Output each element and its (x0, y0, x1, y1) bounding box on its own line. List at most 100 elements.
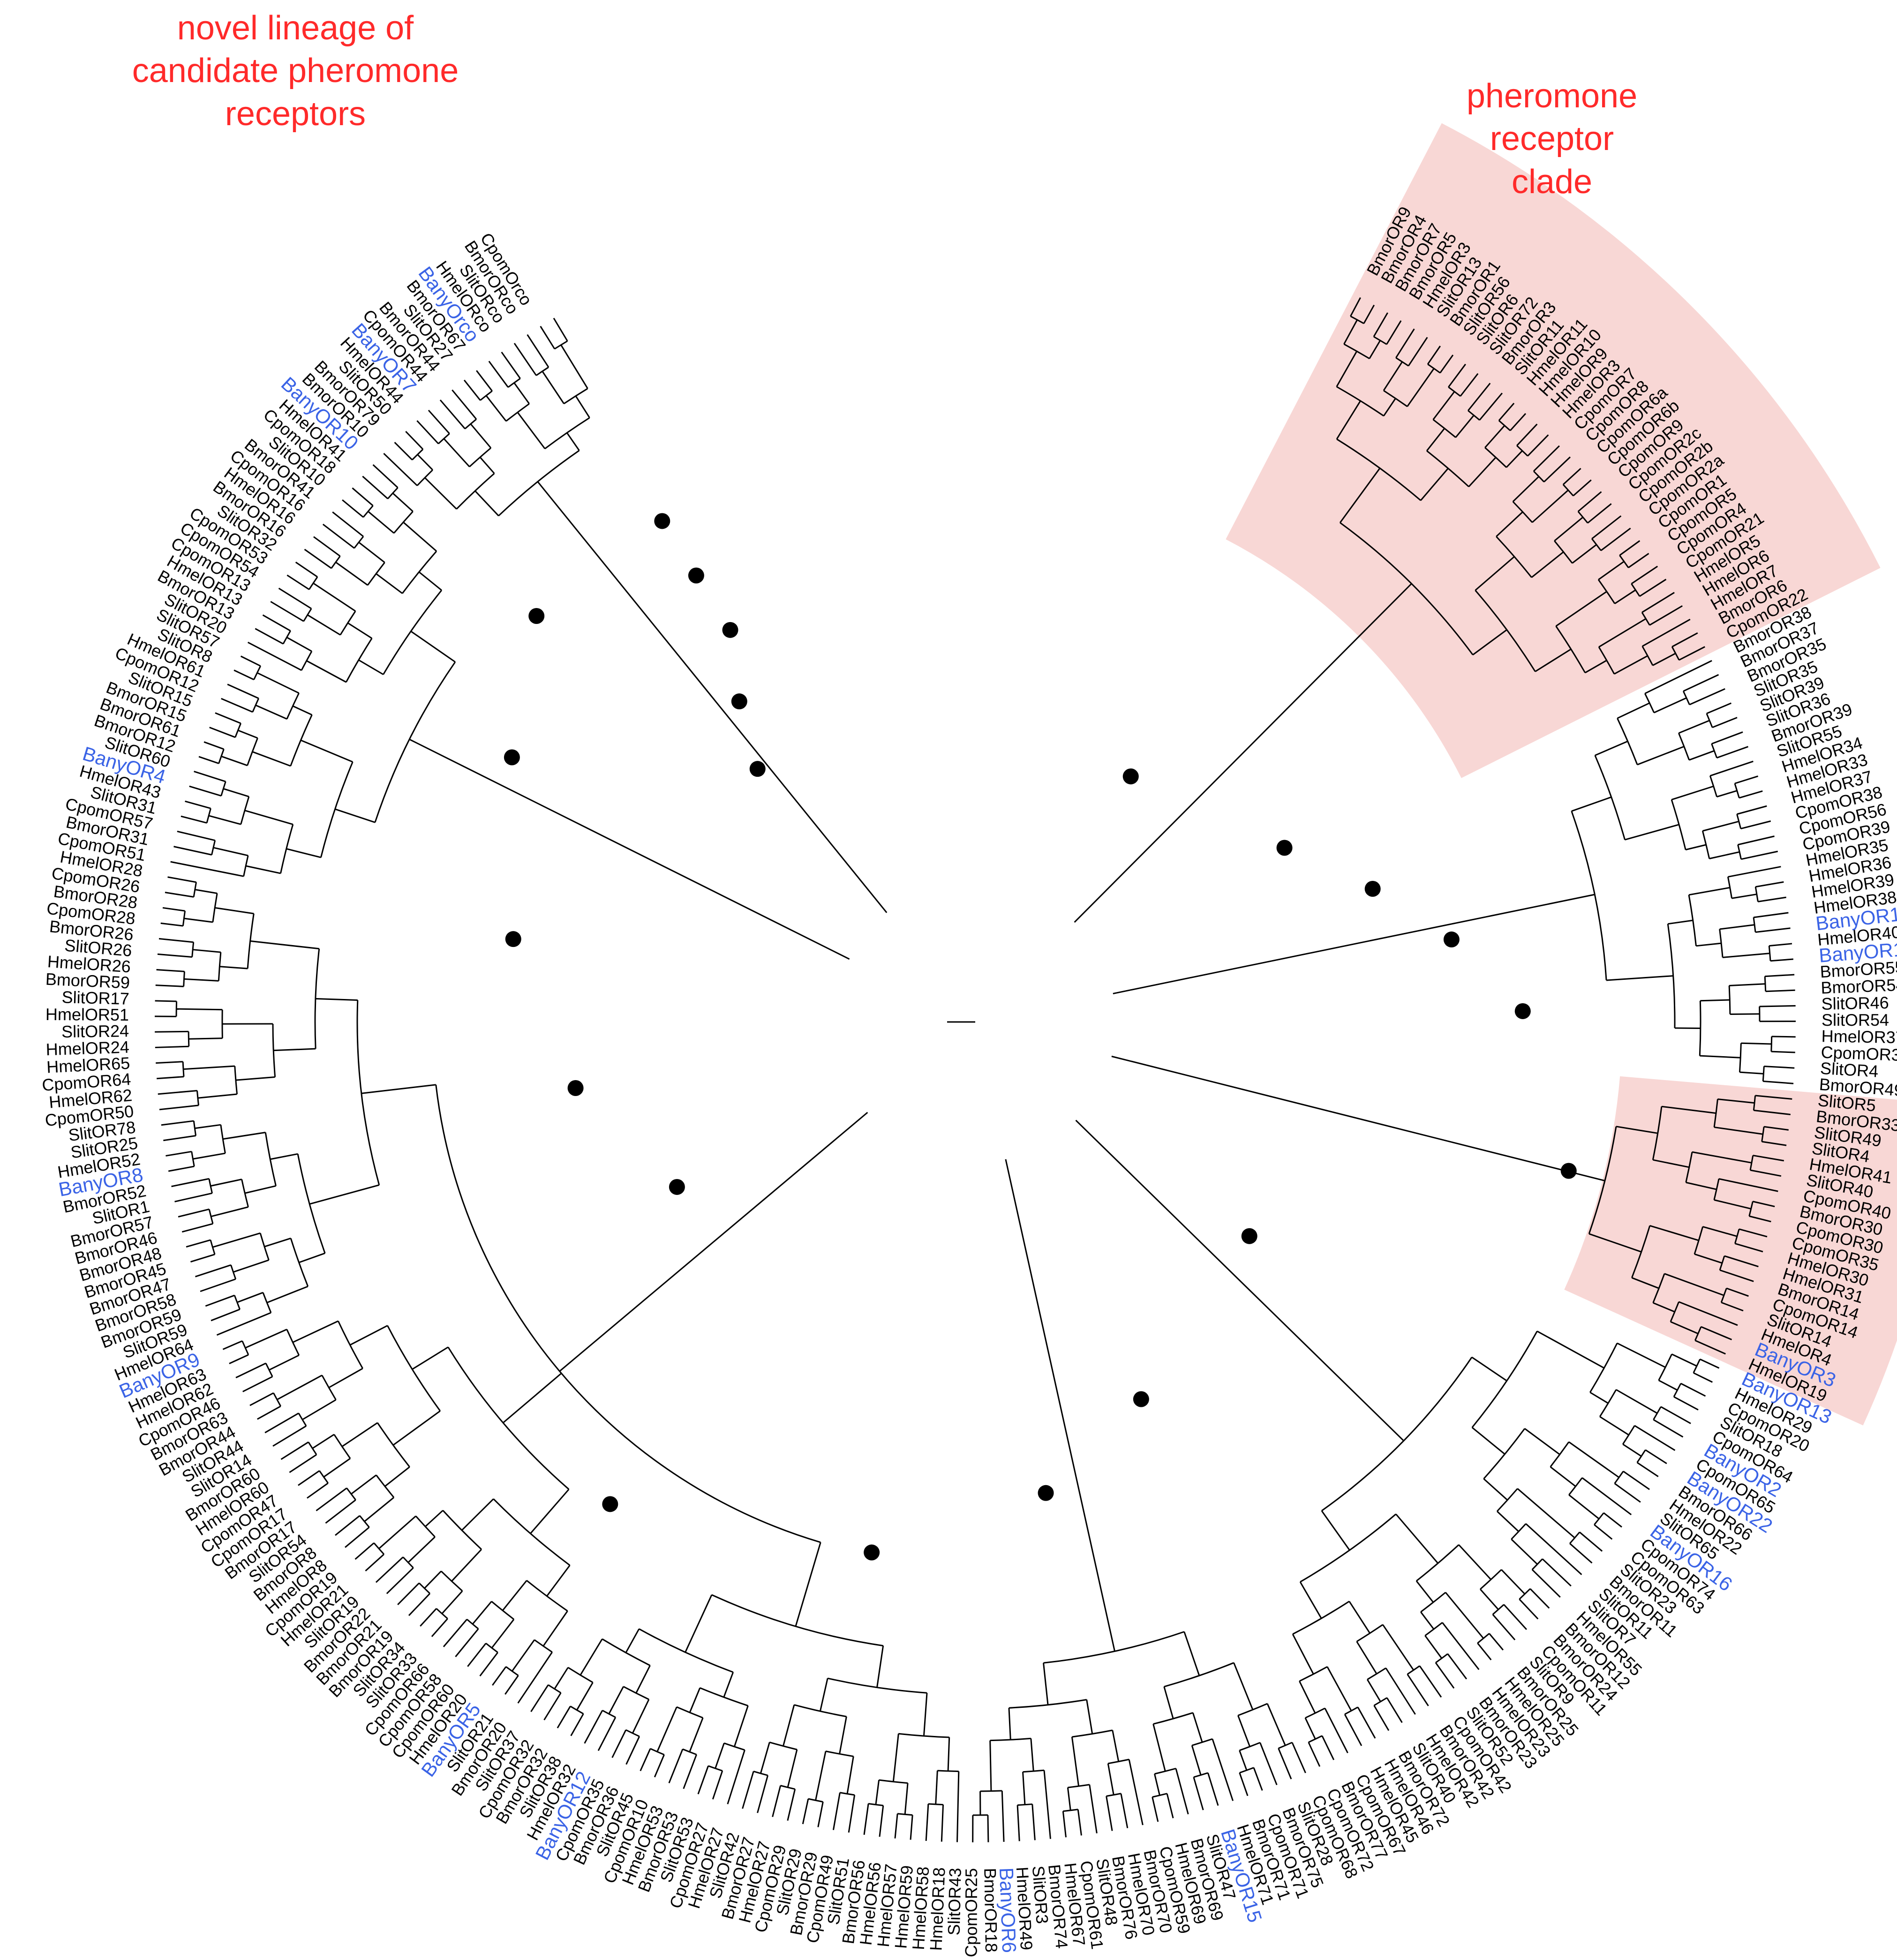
branch-segment (1358, 1707, 1375, 1738)
branch-segment (924, 1693, 927, 1736)
branch-segment (277, 1375, 322, 1400)
branch-segment (1551, 1467, 1576, 1487)
leaf-labels: BmorOR9BmorOR4BmorOR7BmorOR5HmelOR3SlitO… (41, 203, 1897, 1957)
branch-segment (773, 1786, 781, 1817)
branch-segment (632, 1699, 649, 1733)
branch-segment (788, 1750, 797, 1787)
branch-segment (1739, 1072, 1763, 1074)
branch-segment (1090, 1785, 1097, 1833)
branch-segment (1689, 751, 1715, 760)
branch-segment (199, 757, 219, 764)
branch-segment (571, 1714, 584, 1736)
branch-segment (273, 1426, 306, 1446)
branch-segment (296, 562, 317, 577)
branch-segment (411, 631, 455, 662)
branch-segment (168, 877, 196, 882)
branch-segment (403, 522, 437, 551)
branch-segment (544, 1693, 561, 1720)
branch-segment (685, 1595, 712, 1652)
pheromone-clade-annotation: pheromone receptor clade (1430, 75, 1674, 203)
branch-segment (1267, 1704, 1285, 1745)
branch-segment (336, 562, 368, 585)
branch-segment (379, 1516, 416, 1549)
branch-segment (245, 1329, 287, 1348)
branch-segment (1445, 1592, 1483, 1638)
branch-segment (385, 1467, 410, 1486)
branch-segment (1075, 584, 1412, 922)
branch-segment (489, 361, 508, 387)
branch-segment (176, 1009, 222, 1010)
branch-segment (348, 623, 372, 638)
branch-segment (1732, 894, 1757, 899)
branch-segment (1603, 1513, 1622, 1527)
branch-segment (1712, 732, 1743, 744)
branch-segment (467, 1643, 486, 1666)
branch-segment (238, 730, 258, 738)
branch-segment (473, 1601, 491, 1624)
branch-segment (1386, 1668, 1415, 1714)
branch-segment (1530, 1589, 1550, 1608)
branch-segment (1618, 703, 1650, 718)
branch-segment (833, 1793, 840, 1830)
branch-segment (911, 1815, 912, 1840)
branch-segment (728, 1750, 745, 1804)
branch-segment (158, 954, 192, 957)
branch-segment (1006, 1159, 1115, 1652)
branch-segment (355, 1543, 374, 1559)
branch-segment (1208, 1773, 1218, 1806)
branch-segment (186, 1240, 211, 1247)
branch-segment (299, 1253, 325, 1262)
branch-segment (195, 1265, 231, 1277)
branch-segment (880, 1806, 883, 1837)
branch-segment (1240, 1773, 1248, 1796)
branch-segment (1764, 1066, 1794, 1068)
branch-segment (209, 816, 241, 824)
branch-segment (1484, 1479, 1508, 1500)
bootstrap-support-dot (504, 749, 520, 765)
branch-segment (538, 481, 887, 912)
branch-segment (1072, 1737, 1078, 1786)
branch-segment (342, 1423, 378, 1447)
branch-segment (1497, 1511, 1519, 1532)
branch-segment (818, 1802, 823, 1827)
branch-segment (273, 1049, 316, 1051)
branch-segment (213, 848, 248, 856)
branch-segment (307, 661, 346, 683)
bootstrap-support-dot (568, 1080, 584, 1096)
branch-segment (1193, 1713, 1202, 1742)
bootstrap-support-dot (1038, 1485, 1054, 1501)
branch-segment (1668, 920, 1693, 924)
branch-segment (1754, 913, 1788, 917)
branch-segment (1755, 882, 1784, 886)
branch-segment (690, 1718, 703, 1752)
branch-segment (1367, 1680, 1380, 1702)
bootstrap-support-dot (688, 568, 704, 584)
branch-segment (1153, 1724, 1166, 1772)
branch-segment (554, 318, 567, 341)
branch-segment (1167, 1794, 1173, 1818)
branch-segment (359, 542, 384, 563)
branch-segment (1765, 975, 1794, 976)
branch-segment (1525, 1428, 1560, 1454)
branch-segment (1504, 1605, 1527, 1630)
branch-segment (1044, 1663, 1048, 1705)
branch-segment (1031, 1738, 1033, 1771)
branch-segment (1770, 959, 1793, 961)
branch-segment (1654, 698, 1686, 713)
branch-segment (936, 1771, 938, 1804)
bootstrap-support-dot (1242, 1228, 1257, 1244)
branch-segment (384, 453, 417, 486)
branch-segment (626, 1629, 639, 1653)
branch-segment (502, 352, 520, 378)
branch-segment (1623, 1444, 1641, 1457)
branch-segment (263, 615, 290, 631)
branch-segment (293, 1321, 338, 1342)
branch-segment (576, 396, 590, 418)
branch-segment (200, 1279, 236, 1291)
branch-segment (669, 1749, 683, 1783)
branch-segment (156, 1062, 183, 1063)
bootstrap-support-dot (669, 1179, 685, 1195)
branch-segment (245, 811, 293, 825)
branch-segment (1240, 1750, 1247, 1770)
